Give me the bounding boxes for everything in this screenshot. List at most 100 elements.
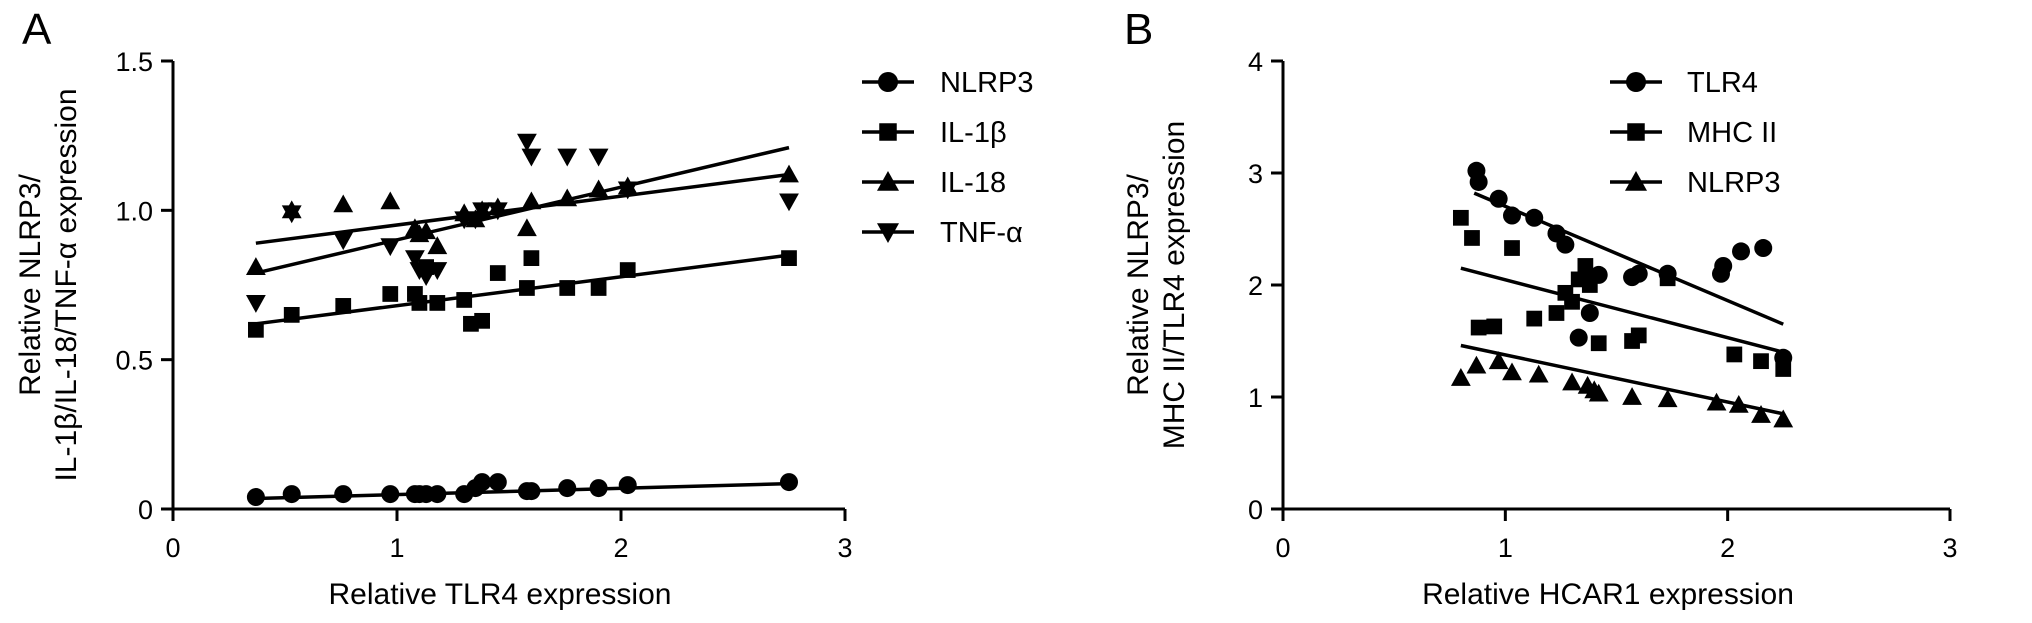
panel-a-point-il-1 [781,250,797,266]
panel-a-x-label: Relative TLR4 expression [329,578,672,611]
panel-a-x-tick-label: 1 [389,533,404,563]
panel-b-point-nlrp3 [1706,392,1727,411]
panel-a-point-il-1 [559,280,576,296]
panel-a-fit-line-tnf [255,145,790,275]
panel-a-point-il-18 [245,257,266,275]
panel-a-x-tick-label: 0 [165,533,180,563]
panel-a-point-tnf [416,268,437,286]
panel-a-point-il-18 [427,236,448,255]
panel-a-point-il-1 [489,265,506,281]
panel-b-y-tick-label: 0 [1248,495,1263,525]
panel-b-legend-item-tlr4: TLR4 [1610,67,1758,99]
panel-b-point-nlrp3 [1773,409,1794,428]
panel-a-point-nlrp3 [618,476,637,495]
panel-b-point-nlrp3 [1562,372,1582,391]
panel-b-point-nlrp3 [1502,362,1522,381]
panel-a-point-nlrp3 [522,482,541,501]
panel-b-legend-label-tlr4: TLR4 [1687,67,1758,99]
panel-a-y-tick-label: 0.5 [115,346,153,376]
panel-a-point-il-1 [456,292,473,308]
panel-b-point-mhc-ii [1726,346,1743,363]
panel-b-legend-item-nlrp3: NLRP3 [1610,167,1781,199]
panel-a-legend-marker-il-18 [877,171,899,191]
panel-b-y-label: Relative NLRP3/ MHC II/TLR4 expression [1122,121,1191,449]
panel-b-point-tlr4 [1469,172,1488,191]
panel-a-legend-item-tnf: TNF-α [862,217,1023,249]
panel-b-legend-marker-tlr4 [1626,72,1646,92]
panel-b-x-tick-label: 1 [1498,533,1513,563]
panel-a-legend-marker-il-1 [879,123,897,141]
panel-b-point-mhc-ii [1548,305,1565,321]
panel-a-y-tick-label: 0 [138,495,153,525]
panel-b-point-nlrp3 [1528,364,1549,383]
panel-a-point-tnf [427,262,448,280]
panel-a-point-nlrp3 [334,485,353,504]
panel-b-fit-lines [1460,191,1784,416]
panel-a-point-tnf [472,202,493,221]
panel-b-point-tlr4 [1580,304,1599,322]
panel-a-point-il-18 [333,194,354,213]
panel-b-letter: B [1124,5,1153,54]
panel-a-point-il-1 [248,321,264,338]
panel-a: A 0 1 2 3 0 0.5 1.0 1.5 Relative TLR4 expressio… [14,5,1034,611]
panel-a-y-tick-label: 1.0 [115,196,153,226]
panel-a-point-il-1 [283,306,300,323]
panel-b-legend-label-nlrp3: NLRP3 [1687,167,1781,199]
panel-a-point-il-18 [557,188,578,207]
panel-a-point-tnf [487,202,508,221]
panel-a-point-tnf [245,295,266,313]
panel-b-point-mhc-ii [1526,310,1543,327]
panel-b-point-tlr4 [1569,328,1588,347]
panel-b-point-mhc-ii [1504,240,1520,256]
panel-a-point-tnf [557,148,578,167]
panel-b-point-nlrp3 [1466,355,1487,374]
panel-a-point-il-18 [517,218,537,237]
panel-a-point-tnf [405,250,425,269]
panel-b-point-mhc-ii [1775,361,1792,377]
panel-a-legend-item-il-1: IL-1β [862,117,1007,149]
panel-b-point-tlr4 [1754,239,1773,258]
panel-b-y-tick-label: 2 [1248,271,1263,301]
panel-a-point-nlrp3 [488,473,507,492]
panel-b-point-tlr4 [1556,235,1575,254]
panel-a-point-tnf [779,193,799,212]
panel-a-legend-marker-nlrp3 [878,72,898,92]
panel-b-point-nlrp3 [1728,394,1749,413]
panel-b-legend: TLR4 MHC II NLRP3 [1610,67,1781,199]
panel-b-y-tick-label: 3 [1248,159,1263,189]
panel-a-point-il-18 [416,221,437,240]
panel-b-legend-label-mhc-ii: MHC II [1687,117,1777,149]
panel-b-y-label-line-2: MHC II/TLR4 expression [1158,121,1191,449]
panel-a-point-tnf [281,205,302,224]
panel-a-y-label-line-2: IL-1β/IL-18/TNF-α expression [50,88,83,481]
panel-a-point-il-1 [411,295,428,311]
panel-b-point-tlr4 [1714,256,1733,275]
panel-b-point-nlrp3 [1622,387,1642,405]
panel-a-point-il-1 [523,250,540,266]
panel-a-point-tnf [333,232,354,251]
panel-b-y-label-line-1: Relative NLRP3/ [1122,173,1155,395]
panel-b-x-tick-label: 2 [1720,533,1735,563]
panel-a-legend-label-nlrp3: NLRP3 [940,67,1034,99]
panel-a-fit-lines [255,145,790,501]
panel-b-point-mhc-ii [1464,230,1480,246]
panel-a-point-tnf [617,181,638,200]
panel-b-point-mhc-ii [1630,327,1647,344]
panel-b-point-mhc-ii [1659,270,1676,287]
panel-b-point-nlrp3 [1751,405,1771,423]
panel-a-legend: NLRP3 IL-1β IL-18 TNF-α [862,67,1034,249]
panel-b-y-tick-label: 4 [1248,47,1263,77]
panel-b-point-mhc-ii [1590,335,1607,352]
panel-b-x-tick-label: 3 [1942,533,1957,563]
panel-a-x-tick-label: 3 [837,533,852,563]
panel-b-point-tlr4 [1503,206,1522,225]
panel-a-point-il-1 [474,312,490,329]
panel-b-point-nlrp3 [1657,389,1678,408]
panel-a-point-il-18 [521,191,542,210]
panel-a-y-label-line-1: Relative NLRP3/ [14,173,47,395]
panel-a-point-il-18 [380,191,401,210]
panel-b-ticks: 0 1 2 3 0 1 2 3 4 [1248,47,1958,563]
panel-b-legend-item-mhc-ii: MHC II [1610,117,1777,149]
panel-b-legend-marker-nlrp3 [1625,171,1647,191]
panel-b-fit-line-mhc-ii [1460,266,1784,354]
